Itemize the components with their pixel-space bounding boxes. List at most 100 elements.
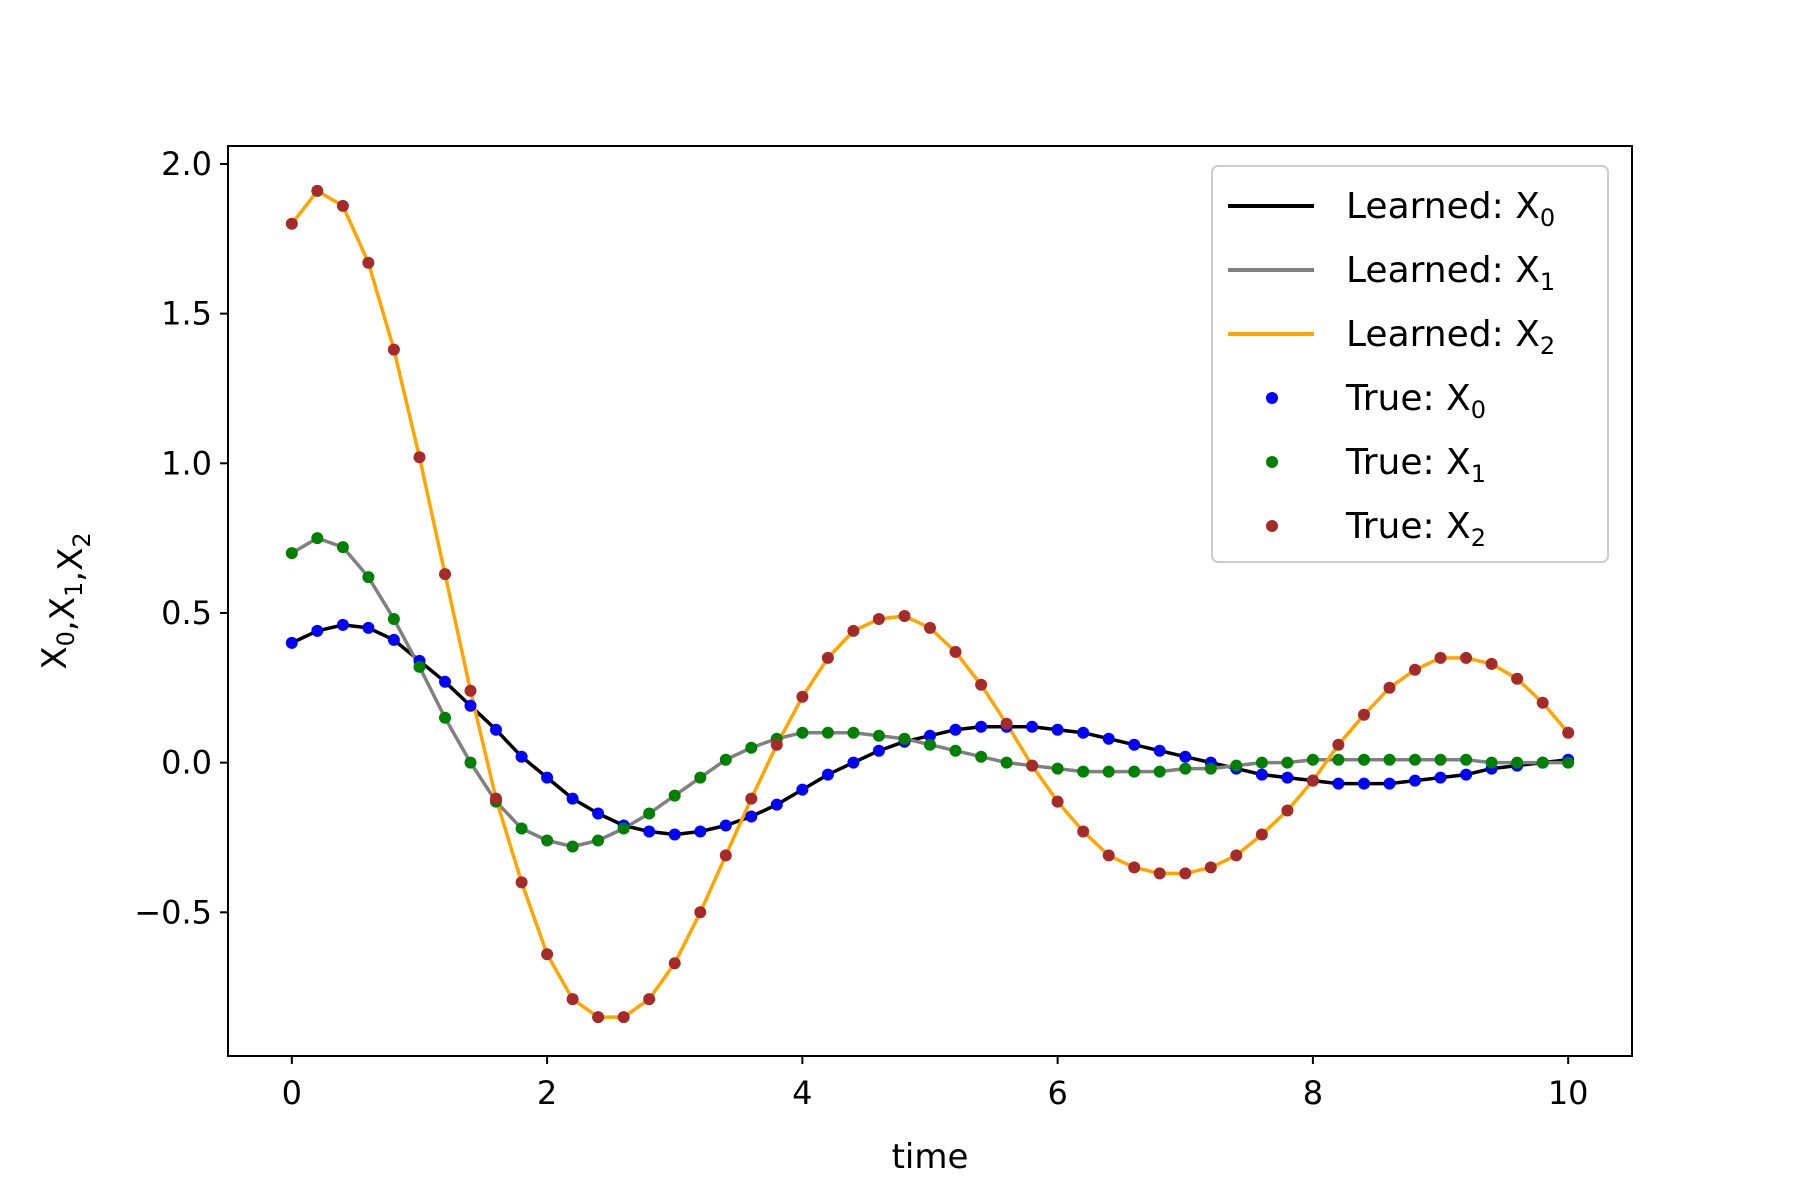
series-5-point-10 [541, 948, 554, 961]
series-5-point-9 [515, 876, 528, 889]
series-4-point-10 [541, 834, 554, 847]
series-4-point-27 [975, 750, 988, 763]
series-3-point-3 [362, 621, 375, 634]
series-4-point-6 [439, 711, 451, 724]
series-4-point-18 [745, 741, 758, 754]
series-4-point-44 [1409, 753, 1421, 766]
series-4-point-46 [1460, 753, 1473, 766]
series-3-point-45 [1434, 771, 1447, 784]
x-axis-label: time [892, 1137, 969, 1177]
series-4-point-38 [1255, 756, 1268, 769]
series-3-point-23 [872, 744, 885, 757]
series-4-point-37 [1230, 759, 1243, 772]
legend-entry-2: Learned: X2 [1346, 314, 1555, 360]
series-4-point-43 [1383, 753, 1396, 766]
x-tick-label-0: 0 [282, 1074, 302, 1112]
y-tick-label-5: 2.0 [161, 145, 212, 183]
series-5-point-21 [821, 651, 834, 664]
series-5-point-28 [1000, 717, 1013, 730]
series-3-point-20 [796, 783, 809, 796]
series-5-point-29 [1026, 759, 1039, 772]
series-4-point-2 [336, 541, 349, 554]
series-4-point-26 [949, 744, 962, 757]
series-5-point-15 [668, 957, 681, 970]
x-tick-label-3: 6 [1047, 1074, 1067, 1112]
series-5-point-32 [1102, 849, 1115, 862]
series-3-point-35 [1179, 750, 1192, 763]
series-3-point-18 [745, 810, 758, 823]
series-3-point-19 [770, 798, 783, 811]
x-tick-label-2: 4 [792, 1074, 812, 1112]
series-5-point-23 [872, 613, 885, 625]
series-4-point-21 [821, 726, 834, 739]
series-3-point-0 [285, 636, 298, 649]
axis-ticks: 0 2 4 6 8 10−0.50.00.51.01.52.0 [134, 145, 1588, 1112]
series-3-point-41 [1332, 777, 1345, 790]
plot-area [285, 184, 1575, 1024]
series-5-point-38 [1255, 828, 1268, 841]
series-3-point-25 [924, 729, 936, 742]
series-4-point-23 [872, 729, 885, 742]
series-5-point-40 [1306, 774, 1319, 787]
series-4-point-20 [796, 726, 809, 739]
series-3-point-38 [1255, 768, 1268, 781]
series-4-point-50 [1562, 756, 1575, 769]
series-5-point-14 [643, 993, 656, 1006]
series-group [285, 184, 1575, 1024]
series-5-point-50 [1562, 726, 1575, 739]
y-label-sub-1: 1 [60, 582, 88, 597]
series-5-point-11 [566, 993, 579, 1006]
y-label-sub-0: 0 [52, 631, 80, 646]
series-5-point-43 [1383, 681, 1396, 694]
y-tick-label-4: 1.5 [161, 295, 212, 333]
legend-entry-3: True: X0 [1345, 378, 1486, 424]
series-4-point-41 [1332, 753, 1345, 766]
series-5-point-26 [949, 645, 962, 658]
series-5-point-44 [1409, 663, 1421, 676]
y-label-sub-2: 2 [68, 532, 96, 547]
series-4-point-42 [1358, 753, 1370, 766]
series-4-point-16 [694, 771, 707, 784]
legend-entry-5-subscript: 2 [1471, 524, 1486, 552]
series-3-point-30 [1051, 723, 1064, 736]
series-3-point-26 [949, 723, 962, 736]
series-3-point-4 [387, 633, 400, 646]
series-4-point-0 [285, 547, 298, 560]
series-4-point-33 [1128, 765, 1141, 778]
series-5-point-48 [1511, 672, 1524, 685]
y-tick-label-0: −0.5 [134, 893, 212, 931]
series-4-point-1 [311, 532, 324, 545]
legend-entry-4-text: True: X [1345, 442, 1471, 483]
series-4-point-17 [719, 753, 732, 766]
series-4-point-30 [1051, 762, 1064, 775]
legend-entry-3-text: True: X [1345, 378, 1471, 419]
series-3-point-22 [847, 756, 860, 769]
series-5-point-24 [898, 610, 911, 622]
legend-box [1211, 165, 1609, 563]
series-3-point-1 [311, 624, 324, 637]
series-5-point-7 [464, 684, 477, 697]
series-4-point-49 [1536, 756, 1549, 769]
series-3-point-6 [439, 675, 451, 688]
series-5-point-19 [770, 738, 783, 751]
series-5-point-2 [336, 199, 349, 212]
series-3-point-42 [1358, 777, 1370, 790]
series-3-point-14 [643, 825, 656, 838]
legend-entry-2-text: Learned: X [1346, 314, 1540, 355]
series-4-point-15 [668, 789, 681, 802]
series-3-point-10 [541, 771, 554, 784]
series-4-point-9 [515, 822, 528, 835]
series-5-point-8 [490, 792, 502, 805]
series-3-point-44 [1409, 774, 1421, 787]
series-5-point-3 [362, 256, 375, 269]
series-3-point-16 [694, 825, 707, 838]
legend-marker-swatch-3 [1266, 392, 1278, 404]
series-3-point-33 [1128, 738, 1141, 751]
series-5-point-34 [1153, 867, 1166, 880]
series-5-point-31 [1077, 825, 1090, 838]
series-4-point-36 [1204, 762, 1217, 775]
series-4-point-47 [1485, 756, 1498, 769]
series-3-point-9 [515, 750, 528, 763]
